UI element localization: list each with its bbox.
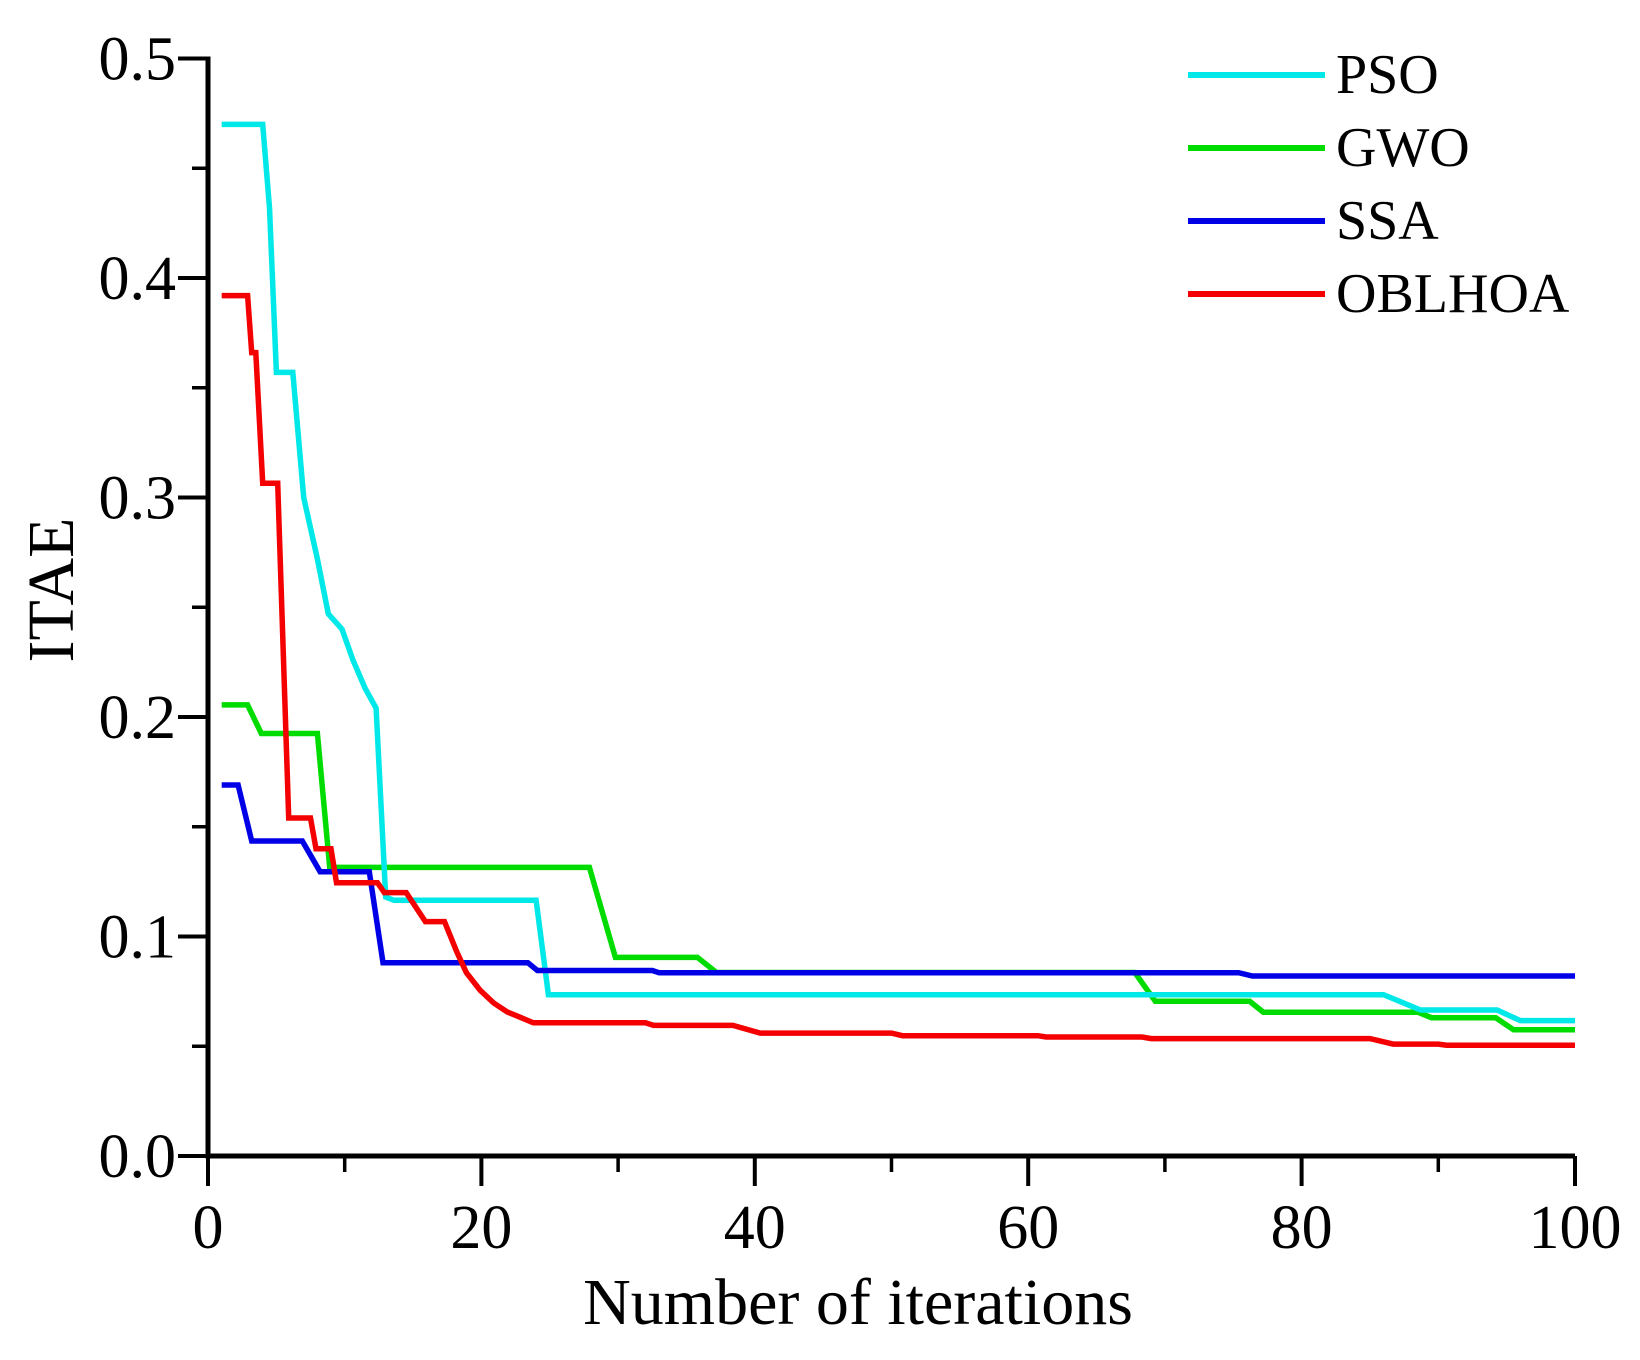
y-tick-label: 0.1 xyxy=(99,904,177,972)
legend-item-gwo: GWO xyxy=(1188,111,1569,184)
legend-label-pso: PSO xyxy=(1336,43,1439,106)
ssa-line-swatch xyxy=(1188,217,1325,224)
y-tick-label: 0.0 xyxy=(99,1123,177,1191)
x-tick-label: 60 xyxy=(997,1194,1059,1262)
oblhoa-line-swatch xyxy=(1188,290,1325,297)
legend-label-ssa: SSA xyxy=(1336,189,1439,252)
series-line-oblhoa xyxy=(221,292,1575,1048)
x-axis-title: Number of iterations xyxy=(583,1266,1133,1339)
x-tick-label: 20 xyxy=(450,1194,512,1262)
y-tick-label: 0.4 xyxy=(99,245,177,313)
x-tick-label: 40 xyxy=(724,1194,786,1262)
series-line-pso xyxy=(221,121,1575,1024)
series-line-gwo xyxy=(221,702,1575,1033)
x-tick-label: 0 xyxy=(193,1194,224,1262)
legend: PSO GWO SSA OBLHOA xyxy=(1188,38,1569,330)
legend-item-pso: PSO xyxy=(1188,38,1569,111)
series-line-ssa xyxy=(221,782,1575,979)
x-tick-label: 100 xyxy=(1529,1194,1622,1262)
y-tick-label: 0.5 xyxy=(99,26,177,94)
y-tick-label: 0.2 xyxy=(99,684,177,752)
legend-item-oblhoa: OBLHOA xyxy=(1188,257,1569,330)
y-tick-label: 0.3 xyxy=(99,465,177,533)
legend-label-gwo: GWO xyxy=(1336,116,1470,179)
gwo-line-swatch xyxy=(1188,144,1325,151)
x-tick-label: 80 xyxy=(1271,1194,1333,1262)
y-axis-title: ITAE xyxy=(15,517,88,663)
legend-item-ssa: SSA xyxy=(1188,184,1569,257)
legend-label-oblhoa: OBLHOA xyxy=(1336,262,1570,325)
pso-line-swatch xyxy=(1188,71,1325,78)
